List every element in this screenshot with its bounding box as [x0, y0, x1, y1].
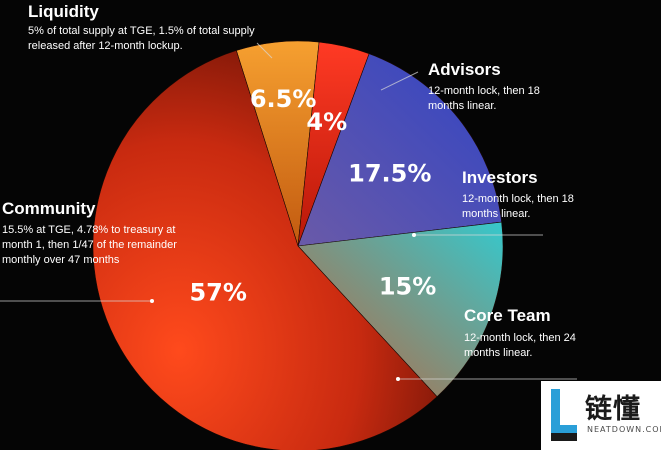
- liquidity-title: Liquidity: [28, 2, 99, 21]
- investors-title: Investors: [462, 168, 538, 187]
- neatdown-logo-icon: [551, 389, 577, 441]
- pct-label-coreteam: 15%: [379, 273, 436, 301]
- dot-coreteam: [396, 377, 400, 381]
- pct-label-investors: 17.5%: [348, 160, 431, 188]
- pct-label-liquidity: 6.5%: [250, 85, 317, 113]
- investors-description: 12-month lock, then 18 months linear.: [462, 193, 574, 220]
- slice-coreteam: [297, 221, 504, 398]
- slice-community: [92, 50, 438, 450]
- pct-label-community: 57%: [189, 278, 246, 306]
- advisors-title: Advisors: [428, 60, 501, 79]
- coreteam-title: Core Team: [464, 306, 551, 325]
- coreteam-description: 12-month lock, then 24 months linear.: [464, 332, 576, 359]
- watermark: 链懂 NEATDOWN.COM: [541, 381, 661, 450]
- advisors-description: 12-month lock, then 18 months linear.: [428, 85, 540, 112]
- leader-advisors: [380, 71, 419, 91]
- liquidity-description: 5% of total supply at TGE, 1.5% of total…: [28, 25, 255, 52]
- pct-label-advisors: 4%: [306, 108, 347, 136]
- dot-community: [150, 299, 154, 303]
- leader-liquidity: [256, 42, 273, 59]
- watermark-text: 链懂: [585, 394, 641, 425]
- community-description: 15.5% at TGE, 4.78% to treasury at month…: [2, 224, 177, 266]
- slice-investors: [297, 53, 502, 247]
- community-title: Community: [2, 199, 96, 218]
- dot-investors: [412, 233, 416, 237]
- watermark-url: NEATDOWN.COM: [587, 425, 661, 434]
